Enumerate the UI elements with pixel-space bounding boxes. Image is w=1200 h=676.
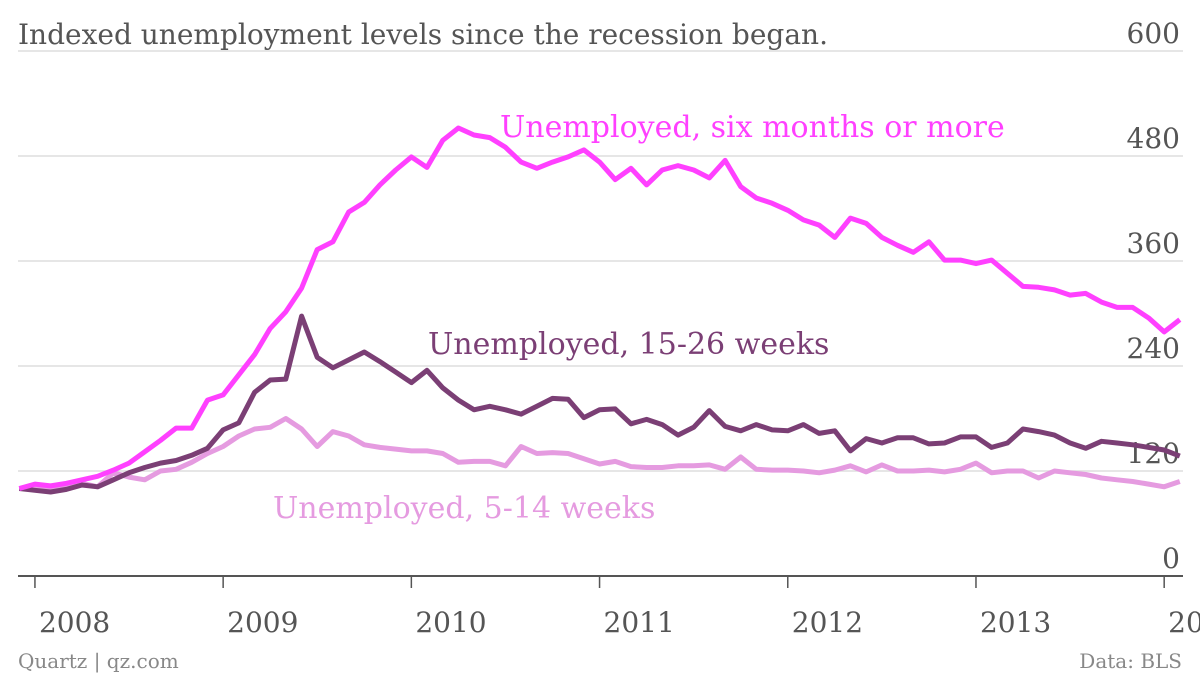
series-line	[19, 313, 1181, 495]
y-tick-label: 0	[1162, 542, 1180, 575]
series-label: Unemployed, 15-26 weeks	[428, 327, 829, 362]
series-label: Unemployed, six months or more	[500, 110, 1005, 145]
source-right: Data: BLS	[1079, 649, 1182, 673]
y-tick-label: 240	[1127, 332, 1180, 365]
x-tick-label: 2012	[792, 606, 863, 639]
x-tick-label: 2010	[415, 606, 486, 639]
y-tick-label: 480	[1127, 122, 1180, 155]
x-tick-label: 2011	[604, 606, 675, 639]
x-tick-label: 2009	[227, 606, 298, 639]
y-tick-label: 600	[1127, 17, 1180, 50]
series-label: Unemployed, 5-14 weeks	[273, 491, 655, 526]
series-line	[19, 416, 1181, 491]
y-tick-label: 360	[1127, 227, 1180, 260]
source-left: Quartz | qz.com	[18, 649, 179, 674]
series-line	[18, 125, 1182, 491]
chart-title: Indexed unemployment levels since the re…	[18, 18, 828, 51]
x-tick-label: 2013	[980, 606, 1051, 639]
x-tick-label: 2014	[1168, 606, 1200, 639]
x-tick-label: 2008	[39, 606, 110, 639]
